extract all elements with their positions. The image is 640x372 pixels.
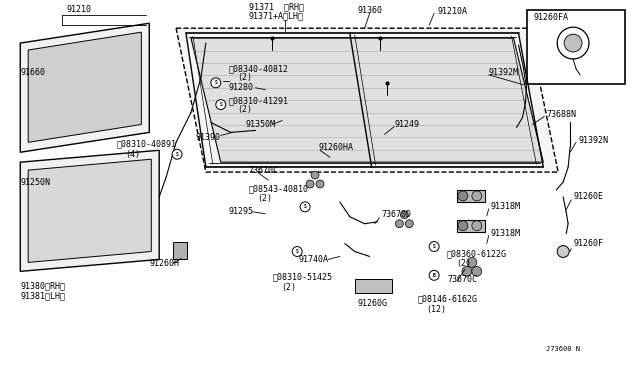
FancyBboxPatch shape (527, 10, 625, 84)
Circle shape (429, 270, 439, 280)
Circle shape (211, 78, 221, 88)
Text: S: S (433, 244, 436, 249)
Text: 91260E: 91260E (573, 192, 603, 201)
Polygon shape (176, 28, 558, 172)
Circle shape (306, 180, 314, 188)
Text: 91210A: 91210A (437, 7, 467, 16)
Circle shape (401, 211, 408, 219)
Text: Ⓜ08543-40810: Ⓜ08543-40810 (248, 185, 308, 193)
Circle shape (405, 220, 413, 228)
Circle shape (472, 191, 482, 201)
Text: 91295: 91295 (228, 207, 253, 216)
Circle shape (458, 191, 468, 201)
Bar (457, 220, 484, 232)
Text: 91371  （RH）: 91371 （RH） (248, 3, 303, 12)
Text: 91318M: 91318M (491, 202, 521, 211)
Text: 91390: 91390 (196, 133, 221, 142)
Circle shape (429, 241, 439, 251)
Text: (12): (12) (426, 305, 446, 314)
Text: S: S (296, 249, 299, 254)
Text: 91380（RH）: 91380（RH） (20, 282, 65, 291)
Text: (2): (2) (237, 105, 253, 114)
Text: Ⓜ08310-40891: Ⓜ08310-40891 (116, 140, 177, 149)
Circle shape (396, 220, 403, 228)
Polygon shape (191, 38, 543, 162)
Text: 91260F: 91260F (573, 239, 603, 248)
Text: (4): (4) (125, 150, 140, 159)
Text: 91740A: 91740A (298, 255, 328, 264)
Text: 91392N: 91392N (578, 136, 608, 145)
Bar (457, 190, 484, 202)
Text: 91210: 91210 (67, 5, 92, 14)
Circle shape (292, 247, 302, 256)
Text: S: S (214, 80, 217, 85)
Polygon shape (28, 159, 151, 262)
Text: Ⓜ08310-41291: Ⓜ08310-41291 (228, 96, 289, 105)
Text: 91360: 91360 (358, 6, 383, 15)
Circle shape (216, 100, 226, 110)
Text: 73688N: 73688N (547, 110, 576, 119)
Circle shape (300, 202, 310, 212)
Circle shape (172, 149, 182, 159)
Text: ⒴08146-6162G: ⒴08146-6162G (417, 295, 477, 304)
Circle shape (472, 266, 482, 276)
Text: 91280: 91280 (228, 83, 253, 92)
Text: (2): (2) (257, 195, 273, 203)
Text: S: S (175, 152, 179, 157)
Text: S: S (303, 204, 307, 209)
Bar (173, 241, 187, 259)
Circle shape (462, 266, 472, 276)
Text: Ⓜ08310-51425: Ⓜ08310-51425 (273, 273, 332, 282)
Text: 91371+A（LH）: 91371+A（LH） (248, 12, 303, 21)
Text: 91381（LH）: 91381（LH） (20, 292, 65, 301)
Text: 91250N: 91250N (20, 177, 51, 186)
Text: 91392M: 91392M (489, 68, 519, 77)
Text: Ⓜ08340-40812: Ⓜ08340-40812 (228, 64, 289, 73)
Text: 91350M: 91350M (246, 120, 276, 129)
Circle shape (472, 221, 482, 231)
Text: (2): (2) (456, 259, 471, 268)
Circle shape (467, 257, 477, 267)
Text: S: S (220, 102, 222, 107)
Circle shape (564, 34, 582, 52)
Text: Ⓜ08360-6122G: Ⓜ08360-6122G (447, 249, 507, 258)
Text: 73670C: 73670C (248, 166, 278, 174)
Circle shape (557, 246, 569, 257)
Circle shape (311, 171, 319, 179)
Text: 91260H: 91260H (149, 259, 179, 268)
Text: 91660: 91660 (20, 68, 45, 77)
Text: (2): (2) (237, 73, 253, 82)
Polygon shape (28, 32, 141, 142)
Text: B: B (433, 273, 436, 278)
Text: 91260G: 91260G (358, 299, 388, 308)
Polygon shape (20, 23, 149, 152)
Text: 73670D: 73670D (381, 210, 412, 219)
Text: 91249: 91249 (394, 120, 419, 129)
Polygon shape (20, 150, 159, 271)
Circle shape (458, 221, 468, 231)
Bar (355, 279, 392, 293)
Text: 91260HA: 91260HA (318, 143, 353, 152)
Text: 91260FA: 91260FA (533, 13, 568, 22)
Text: 73670C: 73670C (447, 275, 477, 284)
Text: J73600 N: J73600 N (547, 346, 580, 352)
Text: (2): (2) (282, 283, 296, 292)
Text: 91318M: 91318M (491, 229, 521, 238)
Circle shape (316, 180, 324, 188)
